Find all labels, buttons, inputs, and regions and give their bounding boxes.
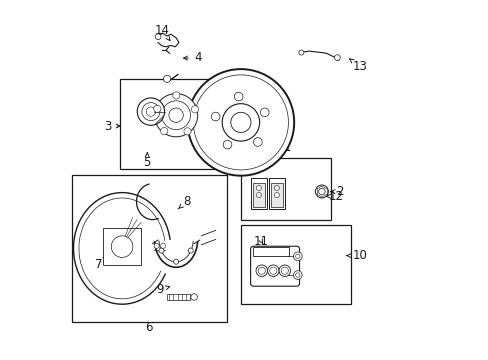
- Text: 13: 13: [348, 59, 366, 73]
- Circle shape: [293, 271, 302, 279]
- Circle shape: [298, 50, 303, 55]
- Circle shape: [183, 128, 191, 135]
- Circle shape: [293, 252, 302, 261]
- Bar: [241, 225, 350, 304]
- Bar: [268, 178, 284, 209]
- Circle shape: [142, 103, 160, 121]
- Circle shape: [267, 265, 279, 276]
- Circle shape: [173, 259, 178, 264]
- Text: 9: 9: [156, 283, 169, 296]
- Circle shape: [230, 112, 250, 132]
- Circle shape: [154, 243, 159, 248]
- Bar: [253, 183, 264, 207]
- Circle shape: [172, 92, 180, 99]
- Bar: [241, 158, 330, 220]
- Bar: [250, 178, 266, 209]
- Text: 1: 1: [267, 141, 290, 154]
- Text: 11: 11: [253, 235, 268, 248]
- Circle shape: [188, 248, 193, 253]
- Text: 2: 2: [330, 185, 343, 198]
- Bar: [120, 79, 213, 169]
- Circle shape: [222, 104, 259, 141]
- Circle shape: [334, 55, 340, 60]
- Circle shape: [146, 107, 155, 116]
- Text: 3: 3: [104, 120, 120, 132]
- Circle shape: [256, 265, 267, 276]
- Circle shape: [163, 75, 170, 82]
- Circle shape: [111, 236, 133, 257]
- Circle shape: [253, 138, 262, 146]
- Circle shape: [160, 243, 165, 248]
- Text: 7: 7: [95, 256, 107, 271]
- Bar: [72, 175, 227, 322]
- Circle shape: [159, 248, 163, 253]
- Text: 5: 5: [143, 153, 151, 169]
- Text: 12: 12: [325, 190, 343, 203]
- Text: 6: 6: [145, 321, 153, 334]
- Circle shape: [295, 273, 299, 277]
- Circle shape: [256, 193, 261, 198]
- Bar: [103, 228, 141, 265]
- Circle shape: [234, 92, 243, 101]
- Circle shape: [260, 108, 268, 117]
- Circle shape: [190, 294, 197, 300]
- Circle shape: [274, 185, 279, 190]
- Circle shape: [295, 254, 299, 258]
- Circle shape: [187, 69, 294, 176]
- Circle shape: [168, 108, 183, 122]
- Circle shape: [281, 267, 288, 274]
- Text: 4: 4: [183, 51, 201, 64]
- Circle shape: [193, 75, 288, 170]
- Circle shape: [223, 140, 231, 149]
- Circle shape: [256, 185, 261, 190]
- Circle shape: [258, 267, 265, 274]
- Circle shape: [162, 101, 190, 130]
- Text: 10: 10: [346, 249, 366, 262]
- Circle shape: [269, 267, 276, 274]
- Circle shape: [137, 98, 164, 125]
- Bar: [253, 247, 289, 256]
- Circle shape: [318, 188, 325, 195]
- Circle shape: [274, 193, 279, 198]
- Circle shape: [155, 34, 161, 40]
- FancyBboxPatch shape: [250, 246, 299, 286]
- Circle shape: [191, 106, 198, 113]
- Circle shape: [211, 112, 220, 121]
- Circle shape: [160, 127, 167, 135]
- Text: 8: 8: [178, 195, 190, 209]
- Bar: [270, 183, 282, 207]
- Circle shape: [154, 94, 197, 137]
- Circle shape: [315, 185, 328, 198]
- Circle shape: [279, 265, 290, 276]
- Bar: [167, 294, 190, 300]
- Text: 14: 14: [155, 24, 170, 41]
- Circle shape: [153, 105, 161, 112]
